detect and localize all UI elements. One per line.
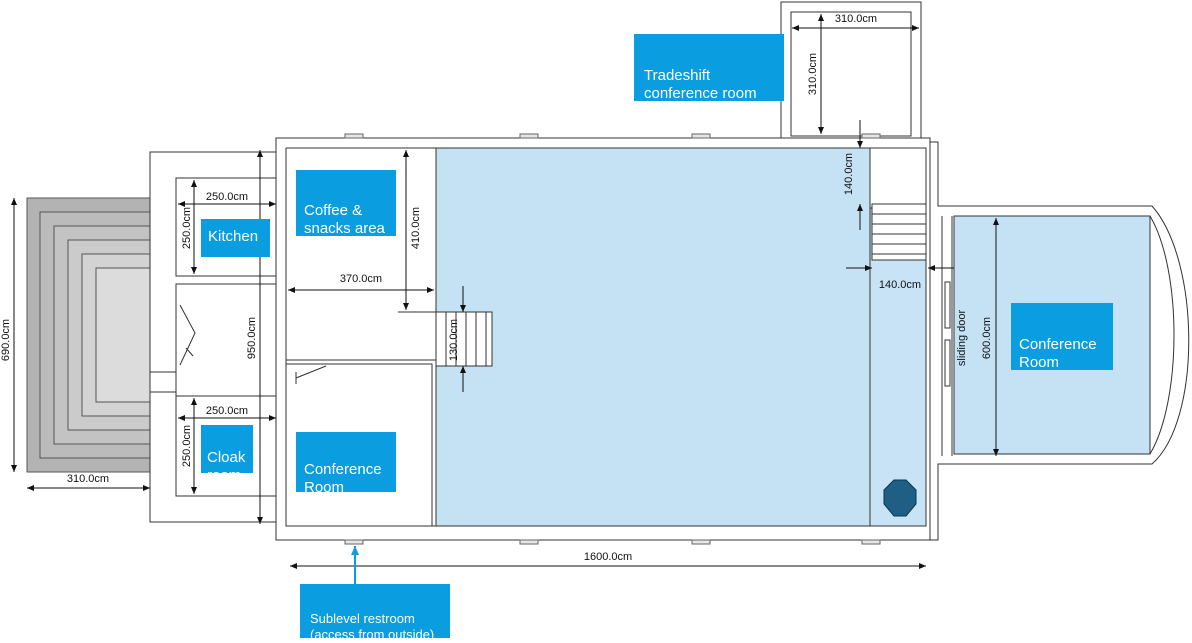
label-conference-left-text: Conference Room (304, 461, 382, 496)
label-conference-left: Conference Room (296, 432, 396, 496)
central-stair (435, 311, 493, 367)
dim-coffee-width: 370.0cm (340, 273, 382, 285)
dim-landing-height: 140.0cm (843, 153, 855, 195)
dim-building-width: 1600.0cm (584, 551, 632, 563)
label-coffee-area: Coffee & snacks area (296, 170, 396, 237)
dim-tradeshift-height: 310.0cm (807, 53, 819, 95)
dim-cloak-width: 250.0cm (206, 405, 248, 417)
label-coffee-area-text: Coffee & snacks area (304, 202, 385, 237)
tradeshift-annex (780, 1, 922, 139)
dim-corridor-height: 950.0cm (246, 317, 258, 359)
label-restroom-text: Sublevel restroom (access from outside) (310, 611, 435, 642)
window-sills (344, 133, 881, 545)
label-cloak-room: Cloak room (201, 425, 253, 484)
right-stair (871, 203, 927, 261)
dim-landing-width: 140.0cm (879, 279, 921, 291)
dim-coffee-height: 410.0cm (410, 207, 422, 249)
dimension-lines (11, 14, 999, 569)
column-octagon (883, 479, 917, 517)
label-tradeshift: Tradeshift conference room (634, 34, 784, 102)
dim-kitchen-height: 250.0cm (181, 207, 193, 249)
dim-stair-height: 130.0cm (448, 319, 460, 361)
label-kitchen: Kitchen (201, 219, 270, 257)
label-conference-right-text: Conference Room (1019, 336, 1097, 371)
dim-steps-width: 310.0cm (67, 473, 109, 485)
dim-conference-right-height: 600.0cm (981, 317, 993, 359)
main-room (435, 147, 871, 527)
label-restroom: Sublevel restroom (access from outside) (300, 584, 450, 642)
dim-kitchen-width: 250.0cm (206, 191, 248, 203)
dim-cloak-height: 250.0cm (181, 425, 193, 467)
label-tradeshift-text: Tradeshift conference room (644, 67, 757, 102)
label-cloak-room-text: Cloak room (207, 449, 246, 484)
dim-steps-height: 690.0cm (0, 319, 12, 361)
outside-steps (26, 197, 151, 473)
label-conference-right: Conference Room (1011, 303, 1113, 371)
label-kitchen-text: Kitchen (208, 228, 259, 245)
dim-tradeshift-width: 310.0cm (835, 13, 877, 25)
sliding-door-label: sliding door (956, 310, 968, 367)
